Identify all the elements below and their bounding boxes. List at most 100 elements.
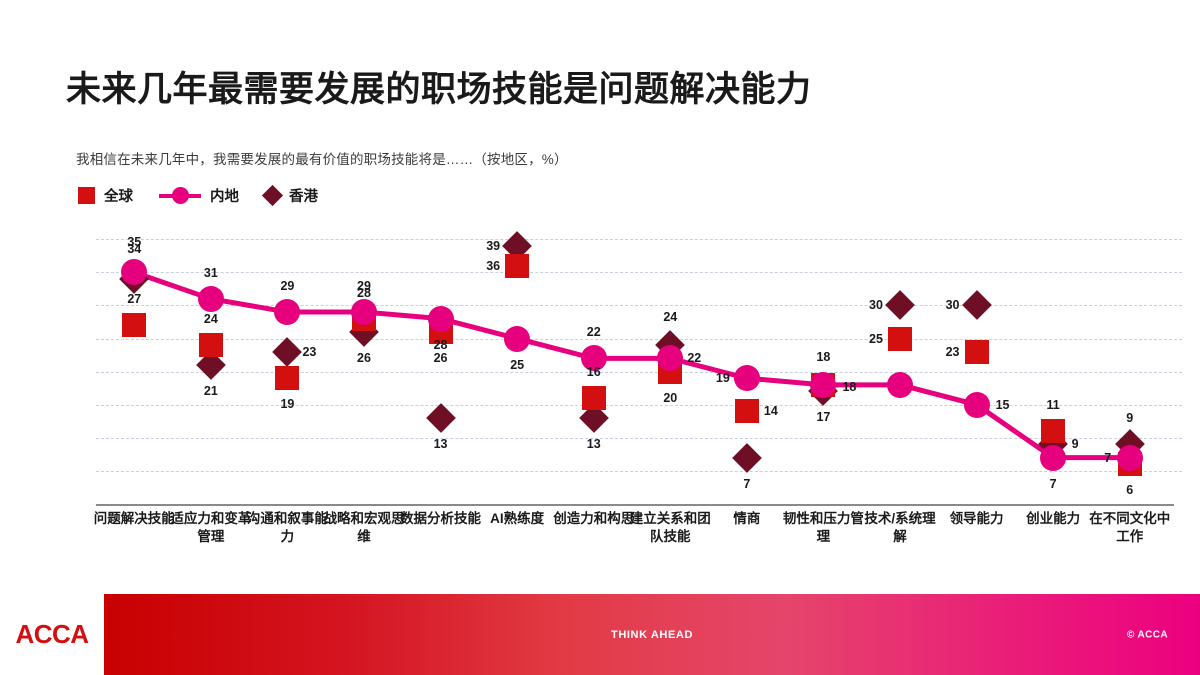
- hongkong-value-label: 34: [127, 241, 142, 256]
- x-axis-label: 创业能力: [1026, 511, 1081, 526]
- global-value-label: 14: [763, 404, 778, 419]
- global-value-label: 24: [203, 312, 218, 327]
- gridline: [96, 338, 1182, 340]
- mainland-marker[interactable]: [427, 305, 454, 332]
- hongkong-value-label: 9: [1126, 411, 1134, 426]
- legend-label-mainland: 内地: [210, 189, 239, 205]
- global-value-label: 16: [586, 365, 601, 380]
- mainland-value-label: 31: [203, 265, 218, 280]
- global-marker[interactable]: [122, 313, 147, 338]
- hongkong-value-label: 23: [302, 344, 317, 359]
- global-value-label: 18: [816, 349, 831, 364]
- page-footer: ACCA THINK AHEAD © ACCA: [0, 594, 1200, 675]
- legend-item-hongkong[interactable]: 香港: [261, 184, 318, 207]
- title-main-text: 未来几年最需要发展的职场技能是: [66, 70, 599, 109]
- global-value-label: 25: [869, 331, 883, 346]
- acca-logo-text: ACCA: [15, 619, 89, 649]
- global-marker[interactable]: [964, 339, 989, 364]
- x-axis-label: AI熟练度: [490, 511, 545, 526]
- mainland-marker[interactable]: [504, 325, 531, 352]
- global-value-label: 20: [663, 390, 678, 405]
- gridline: [96, 437, 1182, 439]
- gridline: [96, 470, 1182, 472]
- hongkong-value-label: 21: [203, 384, 218, 398]
- circle-line-marker-icon: [159, 187, 201, 205]
- x-axis-baseline: [96, 504, 1174, 506]
- mainland-marker[interactable]: [810, 371, 837, 398]
- footer-gradient-bar: THINK AHEAD © ACCA: [104, 594, 1200, 675]
- x-axis-label: 建立关系和团队技能: [629, 511, 711, 544]
- global-marker[interactable]: [734, 399, 759, 424]
- hongkong-value-label: 26: [357, 350, 371, 365]
- hongkong-value-label: 13: [433, 436, 448, 451]
- x-axis-label: 沟通和叙事能力: [246, 511, 328, 544]
- square-marker-icon: [78, 187, 95, 204]
- mainland-marker[interactable]: [657, 345, 684, 372]
- global-marker[interactable]: [888, 326, 912, 351]
- mainland-value-label: 29: [357, 279, 371, 294]
- global-value-label: 6: [1126, 483, 1134, 498]
- global-marker[interactable]: [505, 253, 530, 278]
- mainland-value-label: 25: [510, 357, 525, 372]
- mainland-marker[interactable]: [274, 299, 301, 326]
- mainland-marker[interactable]: [733, 365, 760, 392]
- legend-item-global[interactable]: 全球: [78, 185, 133, 206]
- mainland-marker[interactable]: [1040, 444, 1067, 471]
- mainland-marker[interactable]: [121, 259, 148, 286]
- footer-copyright: © ACCA: [1126, 629, 1168, 640]
- global-value-label: 28: [357, 285, 371, 300]
- x-axis-label: 创造力和构思: [553, 511, 635, 526]
- diamond-marker-icon: [261, 184, 284, 207]
- mainland-value-label: 29: [280, 279, 295, 294]
- gridline: [96, 239, 1182, 241]
- chart-subtitle: 我相信在未来几年中，我需要发展的最有价值的职场技能将是……（按地区，%）: [76, 152, 568, 167]
- global-value-label: 11: [1046, 398, 1060, 413]
- mainland-value-label: 7: [1104, 450, 1112, 465]
- x-axis-label: 情商: [733, 511, 761, 526]
- global-marker[interactable]: [275, 366, 300, 391]
- mainland-marker[interactable]: [197, 285, 224, 312]
- legend-circle-dot: [171, 187, 189, 204]
- hongkong-value-label: 17: [816, 410, 831, 425]
- mainland-value-label: 18: [842, 379, 857, 394]
- mainland-value-label: 22: [687, 351, 702, 366]
- x-axis-label: 数据分析技能: [400, 511, 482, 526]
- mainland-value-label: 19: [715, 371, 730, 386]
- global-value-label: 19: [280, 397, 295, 412]
- global-marker[interactable]: [581, 386, 606, 411]
- global-marker[interactable]: [198, 333, 223, 358]
- chart-plot-area: 34 27 35 21 24 31 23 19 29 26 28 29 13 26 28 39 36 25 13 16…: [72, 226, 1182, 506]
- x-axis-label: 战略和宏观思维: [323, 511, 405, 544]
- legend-item-mainland[interactable]: 内地: [159, 185, 239, 206]
- gridline: [96, 404, 1182, 406]
- global-value-label: 26: [433, 350, 448, 365]
- title-highlight-text: 问题解决能力: [598, 70, 812, 109]
- gridline: [96, 371, 1182, 373]
- x-axis-label: 在不同文化中工作: [1089, 511, 1171, 544]
- x-axis-label: 适应力和变革管理: [170, 511, 252, 544]
- legend-label-global: 全球: [104, 189, 133, 205]
- mainland-marker[interactable]: [963, 391, 990, 418]
- chart-legend: 全球 内地 香港: [78, 184, 318, 207]
- x-axis-label: 韧性和压力管理: [782, 511, 864, 544]
- x-axis-labels: 问题解决技能 适应力和变革管理 沟通和叙事能力 战略和宏观思维 数据分析技能 AI熟练度创…: [72, 510, 1182, 590]
- mainland-marker[interactable]: [1116, 444, 1143, 471]
- mainland-marker[interactable]: [351, 299, 377, 326]
- x-axis-label: 领导能力: [949, 511, 1004, 526]
- mainland-value-label: 7: [1049, 476, 1057, 491]
- global-value-label: 27: [127, 292, 142, 307]
- hongkong-value-label: 30: [945, 298, 960, 313]
- mainland-marker[interactable]: [580, 345, 607, 372]
- hongkong-value-label: 24: [663, 310, 678, 325]
- mainland-value-label: 28: [433, 337, 448, 352]
- hongkong-value-label: 30: [869, 298, 883, 313]
- mainland-value-label: 35: [127, 235, 142, 250]
- x-axis-label: 技术/系统理解: [864, 511, 936, 544]
- mainland-line-path-layer: [131, 269, 1133, 461]
- hongkong-value-label: 13: [586, 436, 601, 451]
- footer-tagline: THINK AHEAD: [611, 628, 693, 641]
- gridline: [96, 305, 1182, 307]
- legend-label-hongkong: 香港: [289, 189, 318, 205]
- mainland-marker[interactable]: [887, 371, 913, 398]
- global-marker[interactable]: [1041, 419, 1066, 444]
